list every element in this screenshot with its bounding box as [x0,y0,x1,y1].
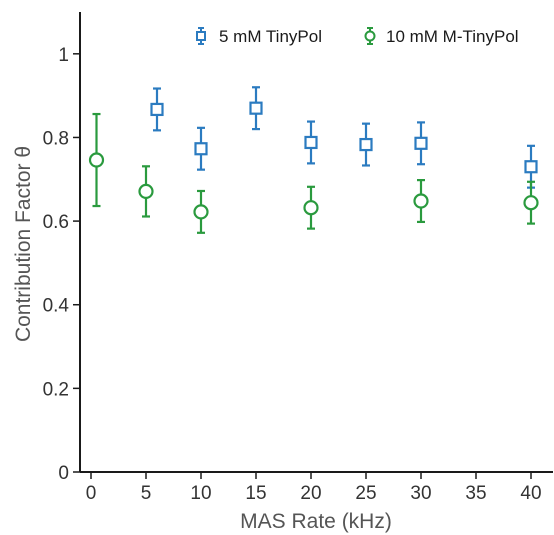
x-tick-label: 15 [245,483,266,504]
y-tick-label: 0.6 [43,212,69,233]
x-tick-label: 20 [300,483,321,504]
data-point-square [359,137,373,152]
legend-entry: 5 mM TinyPol [196,27,322,46]
data-point-circle [303,200,319,216]
y-tick-label: 0.2 [43,379,69,400]
data-point-square [414,136,428,150]
y-tick-label: 1 [58,45,69,66]
series-tinypol [150,86,538,189]
x-tick-label: 10 [190,483,211,504]
x-tick-label: 35 [465,483,486,504]
data-point-circle [88,152,105,168]
data-point-circle [523,195,539,211]
y-axis-label: Contribution Factor θ [12,146,35,342]
data-point-circle [193,204,209,220]
x-axis-label: MAS Rate (kHz) [240,510,392,533]
x-tick-label: 0 [86,483,97,504]
y-tick-label: 0.4 [43,296,70,317]
x-tick-label: 25 [355,483,376,504]
legend-label: 5 mM TinyPol [219,27,322,46]
data-point-square [524,160,538,174]
legend-circle-marker [364,30,376,42]
x-tick-label: 5 [141,483,152,504]
data-point-square [150,102,164,117]
axes [79,12,553,473]
legend-entry: 10 mM M-TinyPol [364,27,519,46]
legend-square-marker [196,31,206,41]
x-tick-label: 40 [520,483,541,504]
data-point-square [304,135,318,150]
x-axis-ticks: 0 5 10 15 20 25 30 35 40 [86,472,542,504]
x-tick-label: 30 [410,483,431,504]
y-tick-label: 0.8 [43,128,69,149]
data-series [88,86,539,234]
legend-label: 10 mM M-TinyPol [386,27,519,46]
data-point-square [249,101,263,115]
data-point-circle [413,193,429,209]
data-point-square [194,142,208,156]
legend: 5 mM TinyPol 10 mM M-TinyPol [196,27,519,46]
y-axis-ticks: 0 0.2 0.4 0.6 0.8 1 [43,45,80,484]
data-point-circle [138,183,154,199]
y-tick-label: 0 [58,463,69,484]
series-m-tinypol [88,112,539,234]
